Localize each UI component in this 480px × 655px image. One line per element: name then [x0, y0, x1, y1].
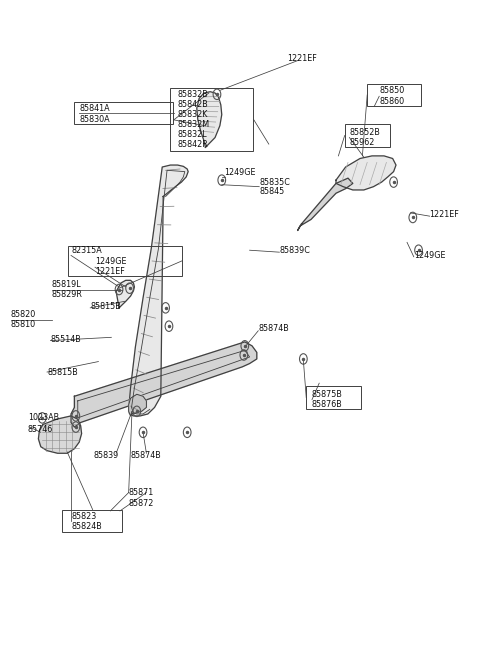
Bar: [170, 88, 253, 151]
Text: 85876B: 85876B: [312, 400, 343, 409]
Polygon shape: [336, 156, 396, 190]
Text: 82315A: 82315A: [71, 246, 102, 255]
Bar: [74, 102, 173, 124]
Text: 85962: 85962: [349, 138, 375, 147]
Polygon shape: [197, 92, 222, 147]
Text: 85810: 85810: [11, 320, 36, 329]
Text: 85842R: 85842R: [178, 140, 208, 149]
Text: 85514B: 85514B: [50, 335, 81, 344]
Polygon shape: [129, 165, 188, 416]
Text: 85841A: 85841A: [79, 103, 110, 113]
Text: 85839: 85839: [94, 451, 119, 460]
Text: 85850: 85850: [379, 86, 405, 95]
Text: 1249GE: 1249GE: [95, 257, 127, 267]
Text: 85824B: 85824B: [71, 522, 102, 531]
Text: 85832K: 85832K: [178, 110, 208, 119]
Text: 85874B: 85874B: [131, 451, 161, 460]
Text: 85860: 85860: [379, 97, 404, 106]
Text: 85852B: 85852B: [349, 128, 380, 137]
Text: 85845: 85845: [259, 187, 285, 196]
Text: 1249GE: 1249GE: [225, 168, 256, 178]
Text: 1221EF: 1221EF: [95, 267, 125, 276]
Text: 85815B: 85815B: [47, 367, 78, 377]
Text: 85875B: 85875B: [312, 390, 343, 399]
Polygon shape: [38, 416, 82, 453]
Text: 85829R: 85829R: [52, 290, 83, 299]
Bar: [306, 386, 361, 409]
Bar: [62, 510, 122, 532]
Text: 85839C: 85839C: [279, 246, 310, 255]
Text: 85830A: 85830A: [79, 115, 110, 124]
Text: 85746: 85746: [28, 424, 53, 434]
Text: 1249GE: 1249GE: [414, 251, 445, 260]
Text: 85835C: 85835C: [259, 178, 290, 187]
Text: 85871: 85871: [129, 488, 154, 497]
Polygon shape: [116, 280, 134, 308]
Text: 85820: 85820: [11, 310, 36, 319]
Polygon shape: [129, 394, 146, 416]
Text: 85874B: 85874B: [258, 324, 289, 333]
Text: 85815B: 85815B: [90, 302, 121, 311]
Text: 85832M: 85832M: [178, 120, 210, 129]
Text: 85832L: 85832L: [178, 130, 207, 139]
Text: 1023AB: 1023AB: [28, 413, 59, 422]
Text: 85832B: 85832B: [178, 90, 208, 100]
Text: 85823: 85823: [71, 512, 96, 521]
Bar: [68, 246, 182, 276]
Text: 85842B: 85842B: [178, 100, 208, 109]
Text: 85819L: 85819L: [52, 280, 82, 290]
Polygon shape: [71, 342, 257, 427]
Bar: [345, 124, 390, 147]
Bar: [367, 84, 421, 106]
Text: 85872: 85872: [129, 498, 154, 508]
Polygon shape: [298, 178, 353, 231]
Text: 1221EF: 1221EF: [287, 54, 317, 64]
Text: 1221EF: 1221EF: [430, 210, 459, 219]
